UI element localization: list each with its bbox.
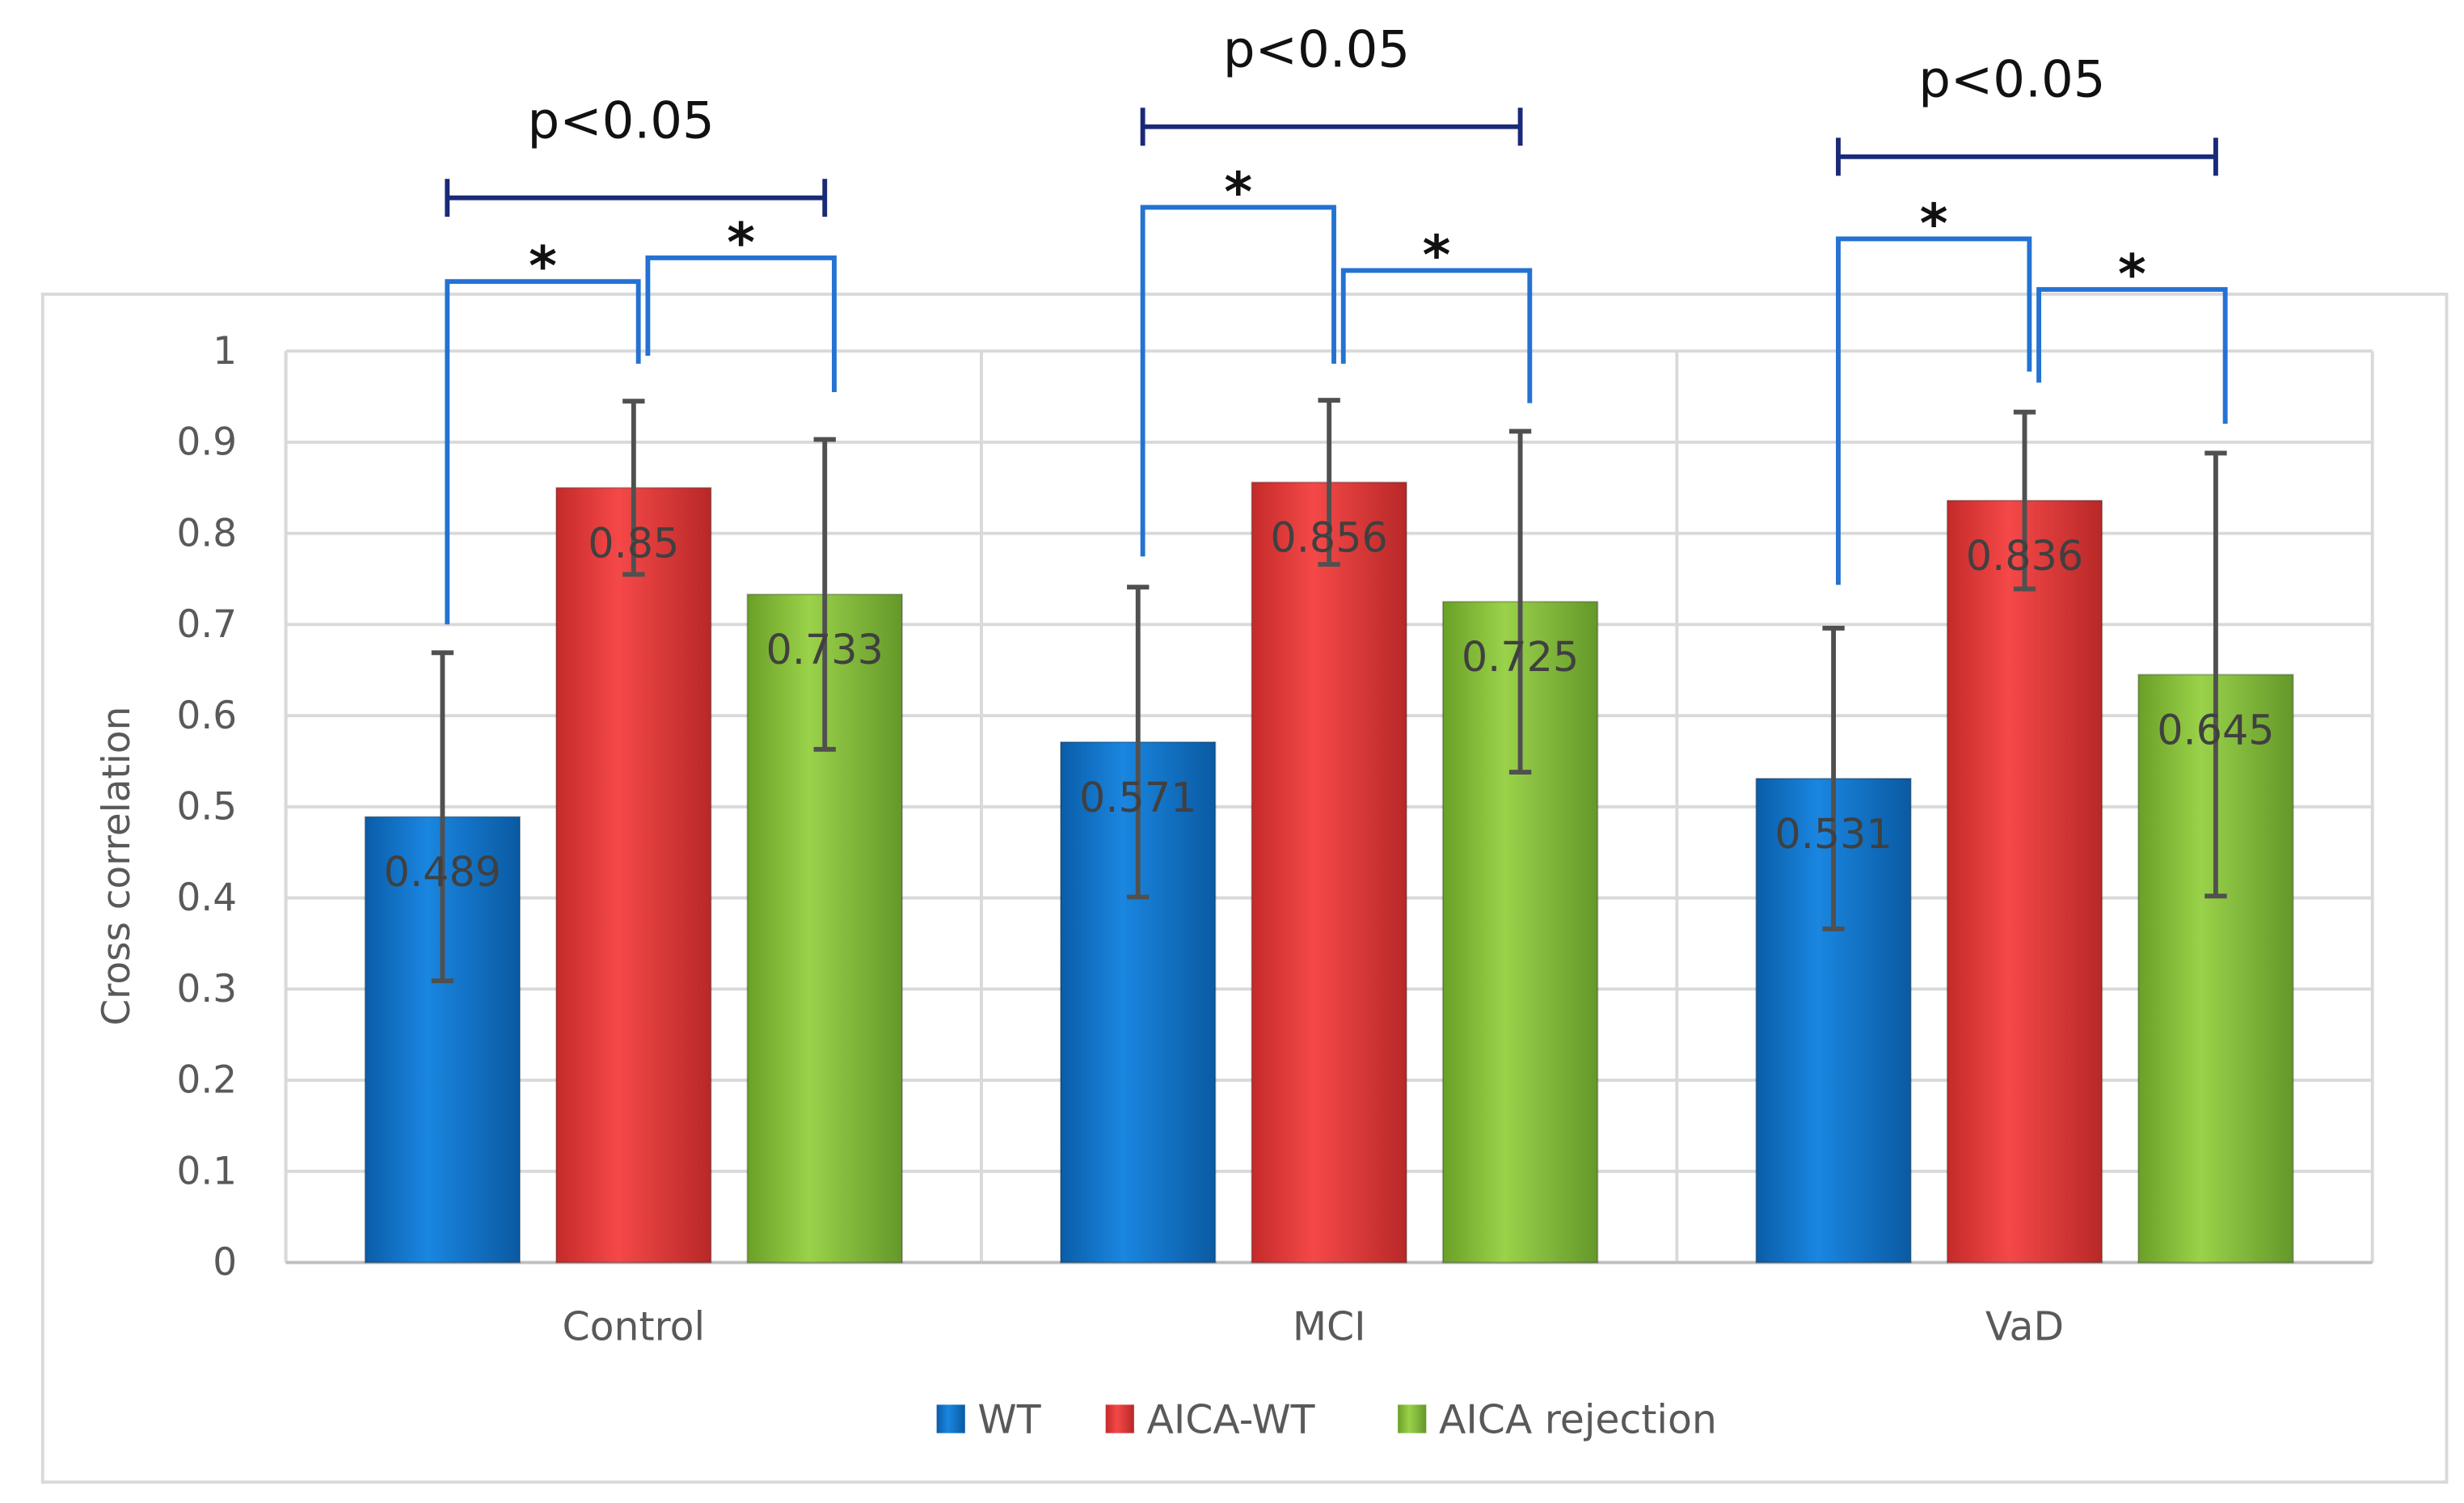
y-tick-label: 0.5 — [177, 785, 238, 830]
y-tick-label: 0.9 — [177, 420, 238, 465]
y-tick-label: 0.1 — [177, 1149, 238, 1193]
bar-aica-wt — [555, 487, 712, 1264]
legend-label: AICA rejection — [1439, 1397, 1717, 1443]
data-label: 0.85 — [588, 519, 679, 567]
pair-bracket — [445, 279, 641, 625]
data-label: 0.725 — [1462, 633, 1579, 681]
y-tick-label: 0.7 — [177, 602, 238, 647]
significance-star: * — [2118, 243, 2146, 306]
y-tick-label: 0.3 — [177, 967, 238, 1011]
bar-aica-wt — [1251, 481, 1407, 1264]
y-tick-label: 0.8 — [177, 511, 238, 555]
y-tick-label: 0.6 — [177, 694, 238, 738]
legend-label: WT — [977, 1397, 1040, 1443]
pair-bracket — [1340, 268, 1533, 403]
y-tick-label: 0.4 — [177, 876, 238, 920]
data-label: 0.645 — [2157, 706, 2274, 754]
group-p-value: p<0.05 — [1223, 20, 1410, 79]
significance-star: * — [727, 211, 755, 274]
data-label: 0.531 — [1774, 810, 1892, 858]
data-label: 0.856 — [1270, 514, 1387, 562]
data-label: 0.836 — [1966, 532, 2083, 580]
x-category-label: MCI — [1293, 1303, 1366, 1349]
bar-aica-wt — [1946, 500, 2103, 1264]
data-label: 0.571 — [1079, 774, 1196, 821]
pair-bracket — [1140, 205, 1336, 557]
group-p-value: p<0.05 — [528, 91, 715, 150]
legend-swatch — [1105, 1404, 1134, 1433]
legend-swatch — [1398, 1404, 1427, 1433]
data-label: 0.489 — [384, 848, 501, 896]
significance-star: * — [1423, 223, 1451, 286]
y-tick-label: 0.2 — [177, 1058, 238, 1103]
y-tick-label: 1 — [213, 329, 237, 374]
x-category-label: Control — [563, 1303, 706, 1349]
group-p-value: p<0.05 — [1918, 50, 2105, 109]
y-axis-label: Cross correlation — [95, 707, 139, 1026]
significance-star: * — [1224, 160, 1252, 223]
pair-bracket — [1836, 236, 2032, 585]
legend-label: AICA-WT — [1146, 1397, 1314, 1443]
significance-star: * — [1920, 192, 1948, 255]
data-label: 0.733 — [766, 626, 884, 673]
y-tick-label: 0 — [213, 1240, 237, 1285]
significance-star: * — [529, 234, 557, 298]
x-category-label: VaD — [1985, 1303, 2064, 1349]
pair-bracket — [645, 255, 837, 392]
legend-swatch — [936, 1404, 965, 1433]
pair-bracket — [2036, 287, 2228, 424]
